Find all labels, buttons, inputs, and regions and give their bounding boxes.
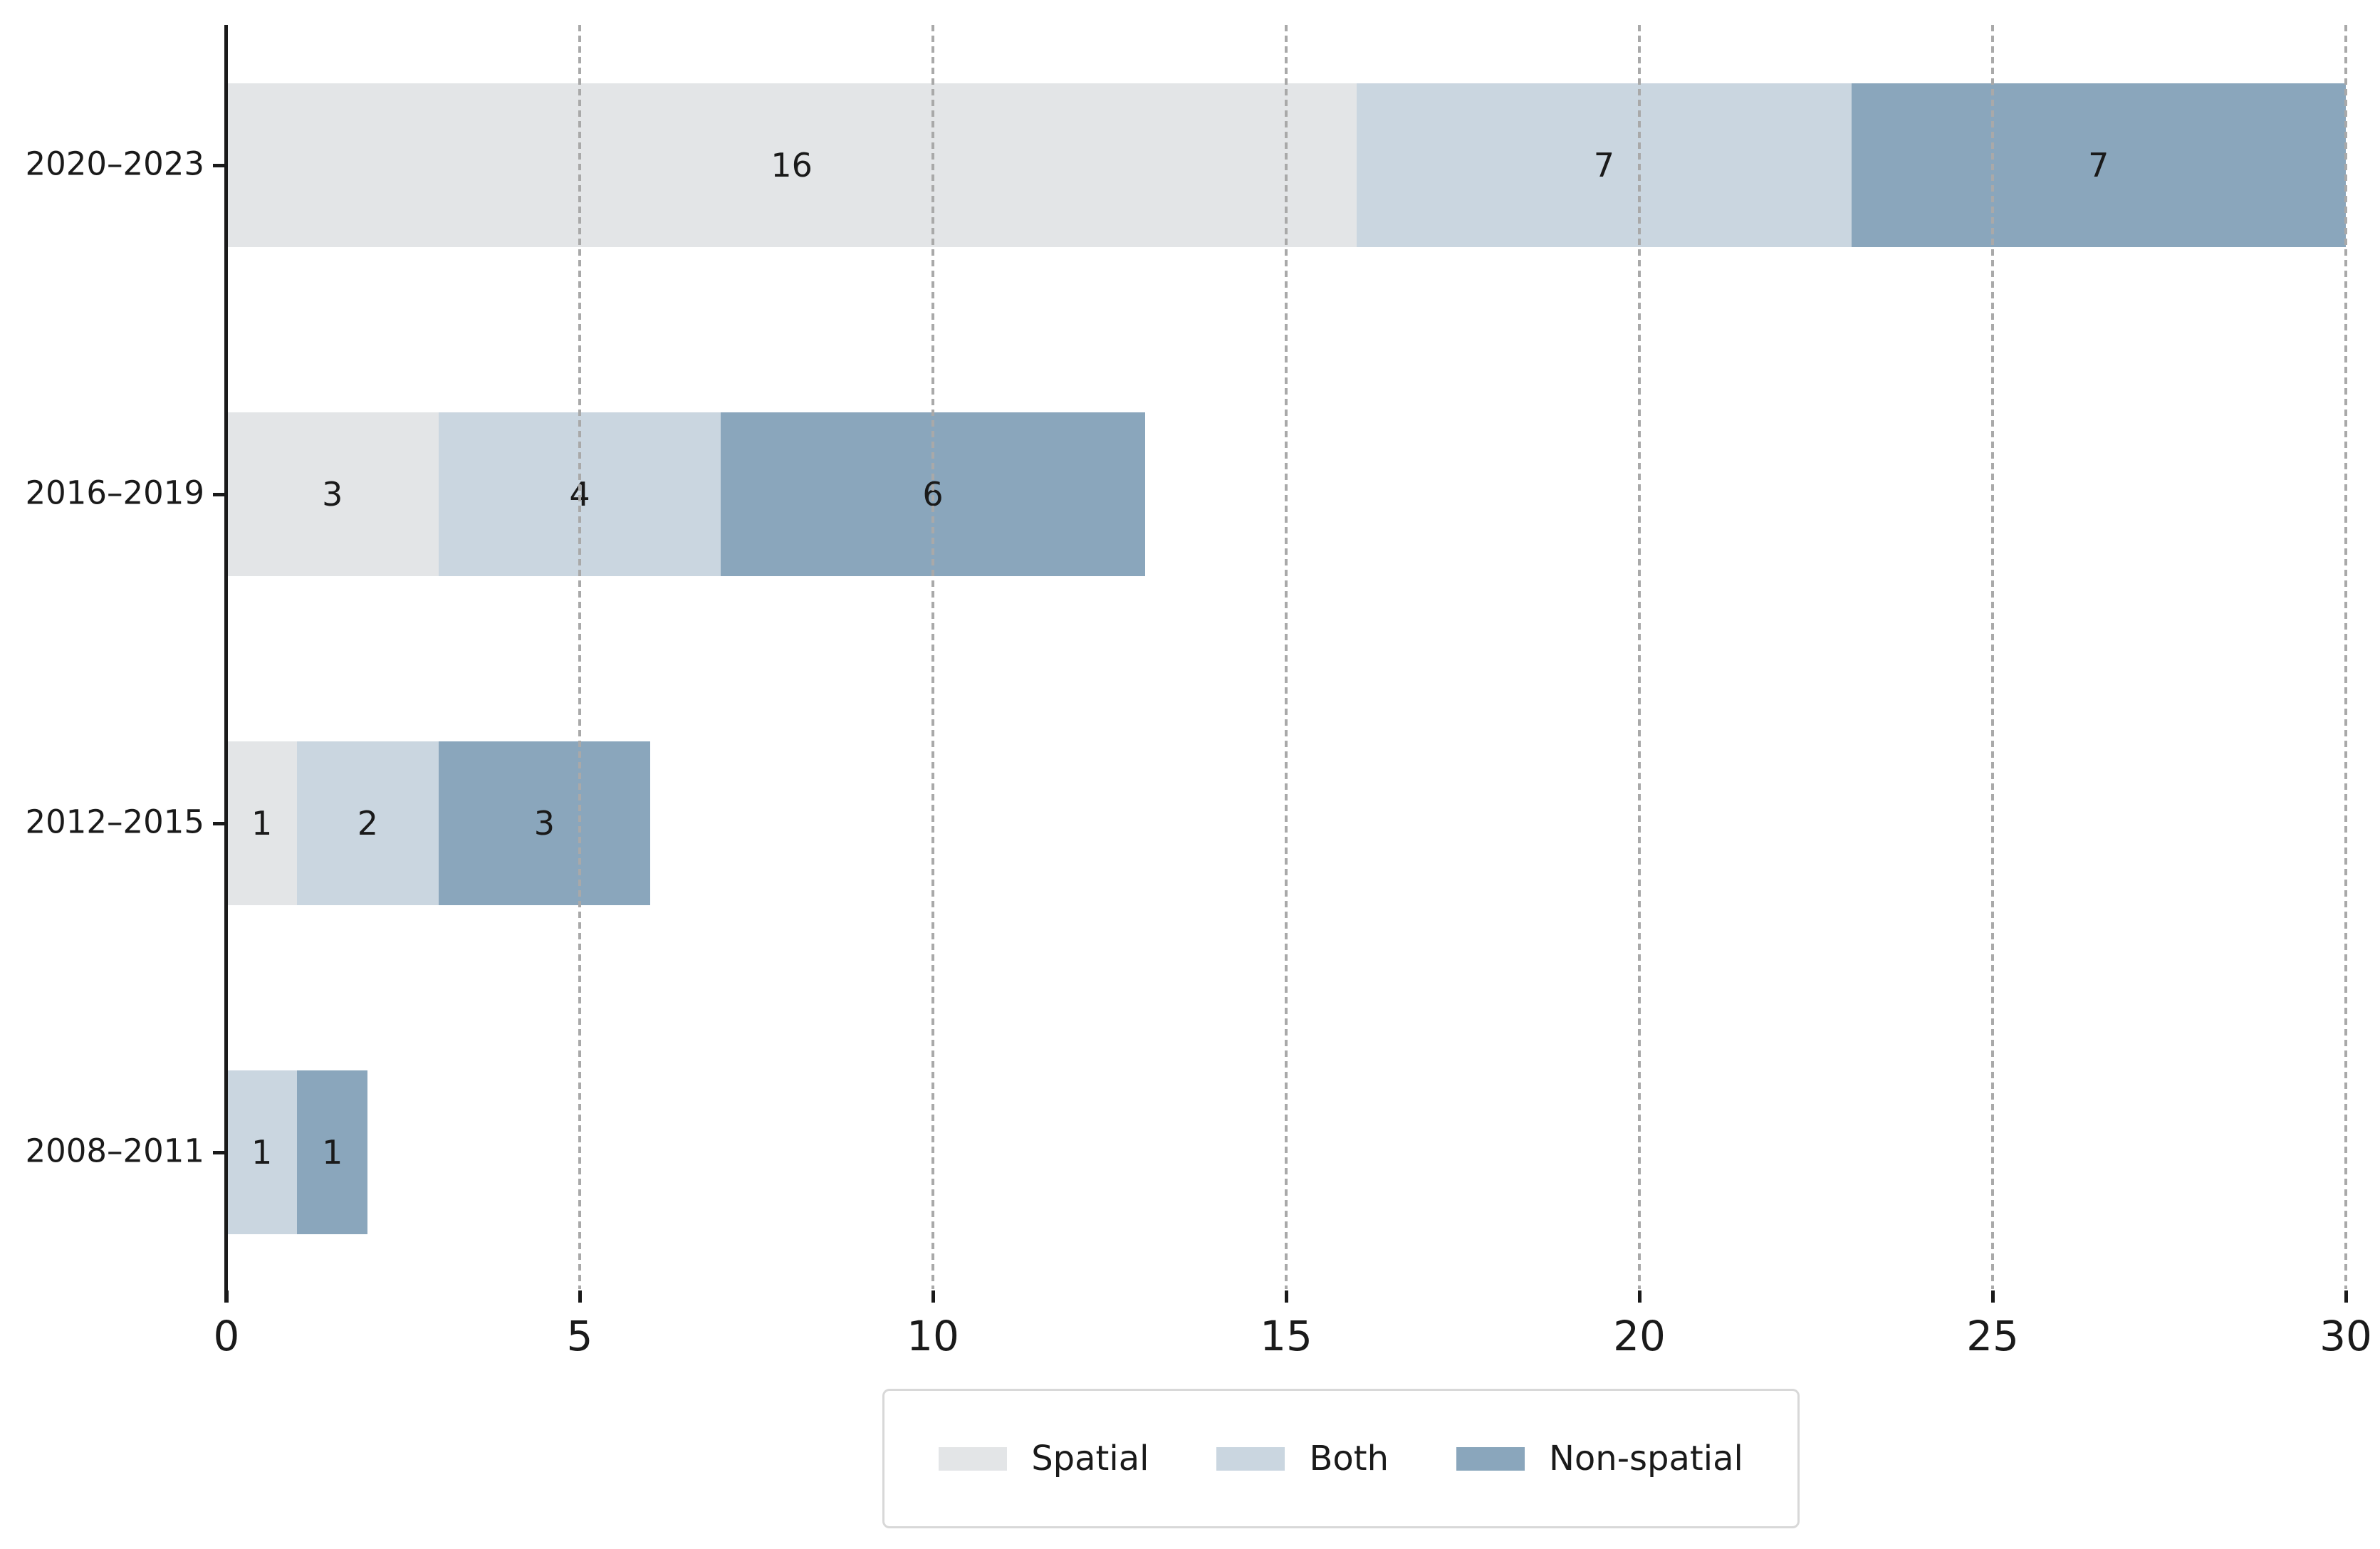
bar-value-label: 7: [2088, 146, 2109, 184]
bar-value-label: 2: [357, 804, 379, 843]
gridline-x5: [578, 25, 581, 1289]
legend-label: Non-spatial: [1549, 1439, 1743, 1478]
legend-label: Both: [1309, 1439, 1389, 1478]
legend: Spatial Both Non-spatial: [882, 1389, 1800, 1528]
legend-label: Spatial: [1031, 1439, 1149, 1478]
bar-segment-both: 1: [226, 1070, 298, 1234]
bar-segment-spatial: 16: [226, 83, 1357, 247]
y-axis-tick-3: [213, 1150, 224, 1154]
category-label-1: 2016–2019: [25, 474, 204, 512]
legend-item-spatial: Spatial: [939, 1439, 1149, 1478]
x-axis-tick-10: [931, 1290, 935, 1303]
category-label-0: 2020–2023: [25, 145, 204, 183]
x-axis-tick-30: [2344, 1290, 2348, 1303]
bar-value-label: 7: [1593, 146, 1615, 184]
bar-segment-spatial: 3: [226, 412, 439, 576]
gridline-x10: [931, 25, 934, 1289]
legend-swatch-both: [1216, 1446, 1285, 1471]
gridline-x30: [2344, 25, 2347, 1289]
x-axis-tick-label-0: 0: [213, 1312, 240, 1360]
gridline-x15: [1285, 25, 1288, 1289]
x-axis-tick-5: [578, 1290, 582, 1303]
bar-value-label: 1: [322, 1133, 343, 1172]
bar-value-label: 3: [533, 804, 555, 843]
bar-value-label: 3: [322, 475, 343, 513]
x-axis-tick-15: [1284, 1290, 1288, 1303]
bar-value-label: 1: [251, 1133, 273, 1172]
bar-segment-both: 7: [1357, 83, 1852, 247]
gridline-x20: [1638, 25, 1641, 1289]
x-axis-tick-label-15: 15: [1260, 1312, 1312, 1360]
category-label-3: 2008–2011: [25, 1132, 204, 1170]
legend-item-non-spatial: Non-spatial: [1456, 1439, 1743, 1478]
x-axis-tick-label-25: 25: [1966, 1312, 2019, 1360]
x-axis-tick-label-10: 10: [907, 1312, 959, 1360]
y-axis-spine: [224, 25, 228, 1303]
legend-swatch-non-spatial: [1456, 1446, 1525, 1471]
legend-swatch-spatial: [939, 1446, 1008, 1471]
x-axis-tick-label-20: 20: [1613, 1312, 1666, 1360]
gridline-x25: [1991, 25, 1994, 1289]
bar-value-label: 16: [771, 146, 813, 184]
bar-value-label: 1: [251, 804, 273, 843]
legend-item-both: Both: [1216, 1439, 1389, 1478]
y-axis-tick-1: [213, 492, 224, 496]
x-axis-tick-label-5: 5: [566, 1312, 593, 1360]
y-axis-tick-2: [213, 821, 224, 825]
y-axis-tick-0: [213, 163, 224, 167]
x-axis-tick-label-30: 30: [2319, 1312, 2372, 1360]
bar-segment-spatial: 1: [226, 741, 298, 905]
x-axis-tick-20: [1637, 1290, 1642, 1303]
bar-segment-non-spatial: 1: [297, 1070, 368, 1234]
bar-segment-non-spatial: 3: [438, 741, 651, 905]
x-axis-tick-25: [1990, 1290, 1995, 1303]
bar-segment-non-spatial: 7: [1851, 83, 2346, 247]
bar-segment-both: 2: [297, 741, 439, 905]
category-label-2: 2012–2015: [25, 803, 204, 841]
